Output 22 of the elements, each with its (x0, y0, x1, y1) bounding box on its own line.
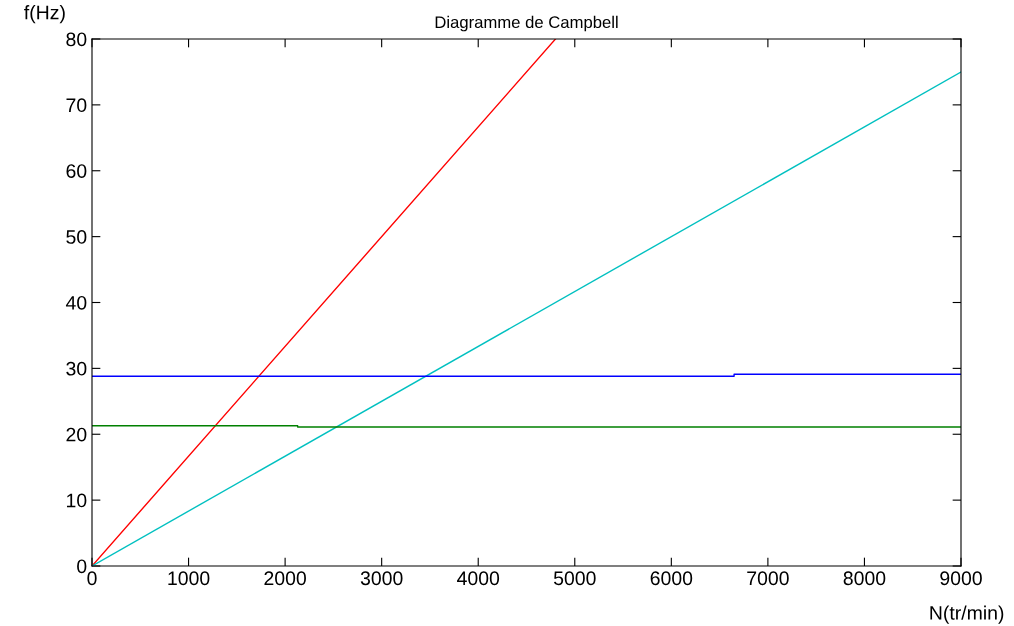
y-tick-label: 80 (66, 32, 87, 47)
y-tick-label: 0 (77, 559, 87, 574)
y-axis-title: f(Hz) (24, 5, 65, 24)
x-tick-label: 1000 (168, 571, 210, 586)
y-tick-label: 30 (66, 361, 87, 376)
x-tick-label: 2000 (264, 571, 306, 586)
y-tick-label: 20 (66, 427, 87, 442)
chart-title: Diagramme de Campbell (435, 15, 618, 32)
y-tick-label: 50 (66, 230, 87, 244)
x-tick-label: 5000 (553, 571, 596, 586)
x-axis-title: N(tr/min) (930, 605, 1004, 624)
x-tick-label: 9000 (940, 571, 982, 586)
y-tick-label: 60 (66, 164, 87, 178)
x-tick-label: 6000 (650, 571, 693, 586)
x-tick-label: 7000 (747, 571, 789, 586)
x-tick-label: 4000 (457, 571, 500, 586)
x-tick-label: 8000 (843, 571, 886, 586)
x-tick-label: 0 (87, 571, 97, 586)
y-tick-label: 10 (67, 493, 87, 508)
x-tick-label: 3000 (360, 571, 403, 586)
y-tick-label: 70 (66, 98, 87, 113)
y-tick-label: 40 (65, 295, 87, 310)
